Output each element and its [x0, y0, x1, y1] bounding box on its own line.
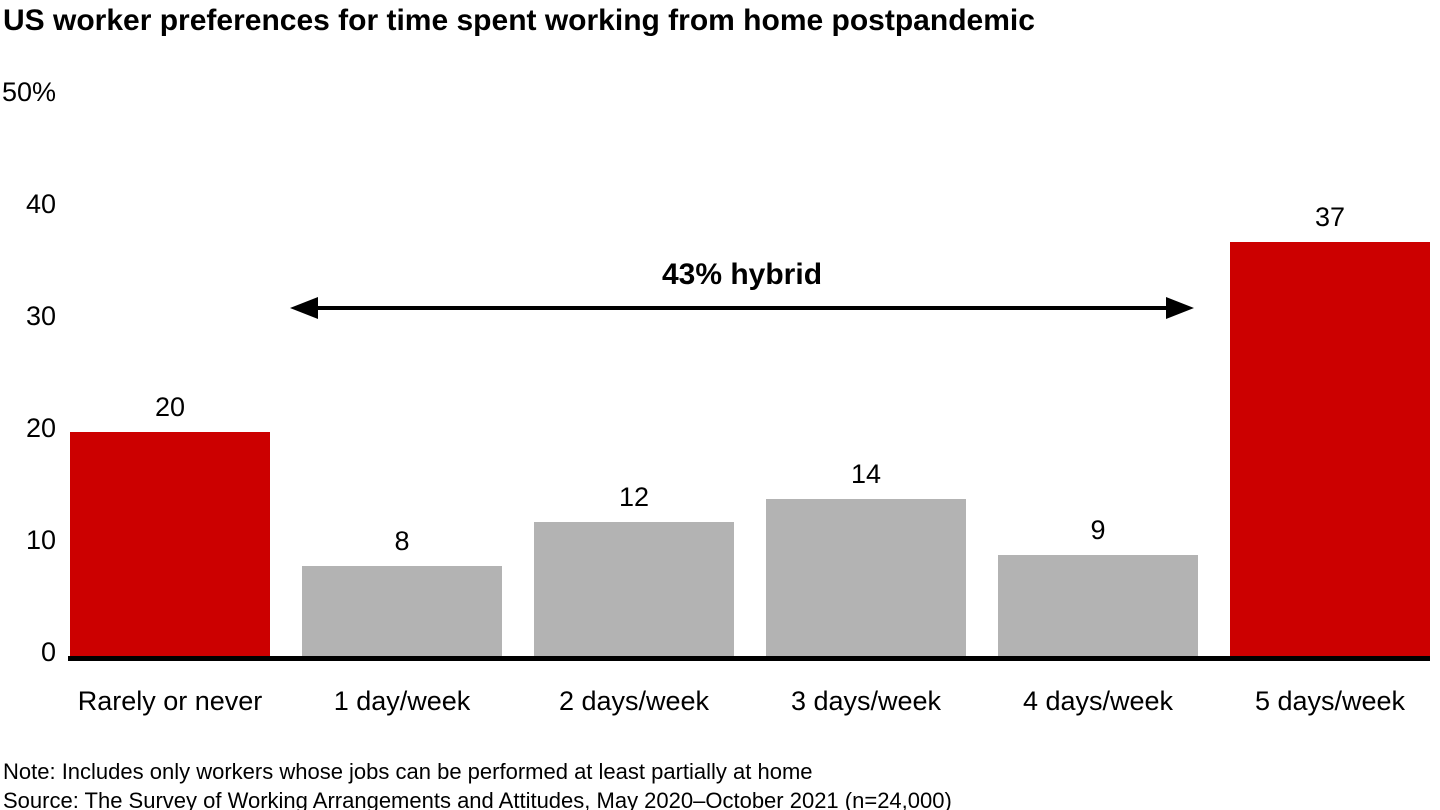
x-category-label: 5 days/week [1254, 686, 1406, 716]
bar [534, 522, 734, 656]
hybrid-annotation-label: 43% hybrid [661, 258, 823, 291]
bar [766, 499, 966, 656]
bar [1230, 242, 1430, 656]
y-axis-top-label: 50% [2, 77, 57, 107]
bar [998, 555, 1198, 656]
x-category-label: Rarely or never [77, 686, 263, 716]
bar-value-label: 20 [154, 392, 186, 422]
bar-value-label: 8 [394, 526, 410, 556]
bar-value-label: 14 [850, 459, 882, 489]
bar [302, 566, 502, 656]
y-tick-label: 10 [25, 525, 56, 555]
x-category-label: 1 day/week [333, 686, 471, 716]
bar-value-label: 9 [1090, 515, 1106, 545]
y-tick-label: 20 [25, 413, 56, 443]
bar [70, 432, 270, 656]
chart-footer: Note: Includes only workers whose jobs c… [3, 758, 952, 810]
y-tick-label: 0 [40, 637, 56, 667]
x-category-label: 2 days/week [558, 686, 710, 716]
bar-value-label: 12 [618, 482, 650, 512]
y-tick-label: 40 [25, 189, 56, 219]
chart-title: US worker preferences for time spent wor… [3, 4, 1035, 37]
y-tick-label: 30 [25, 301, 56, 331]
x-axis-line [68, 656, 1430, 661]
source-text: Source: The Survey of Working Arrangemen… [3, 787, 952, 810]
x-category-label: 4 days/week [1022, 686, 1174, 716]
hybrid-span-arrow-icon [290, 297, 1194, 319]
x-category-label: 3 days/week [790, 686, 942, 716]
note-text: Note: Includes only workers whose jobs c… [3, 759, 813, 784]
bar-value-label: 37 [1314, 202, 1346, 232]
